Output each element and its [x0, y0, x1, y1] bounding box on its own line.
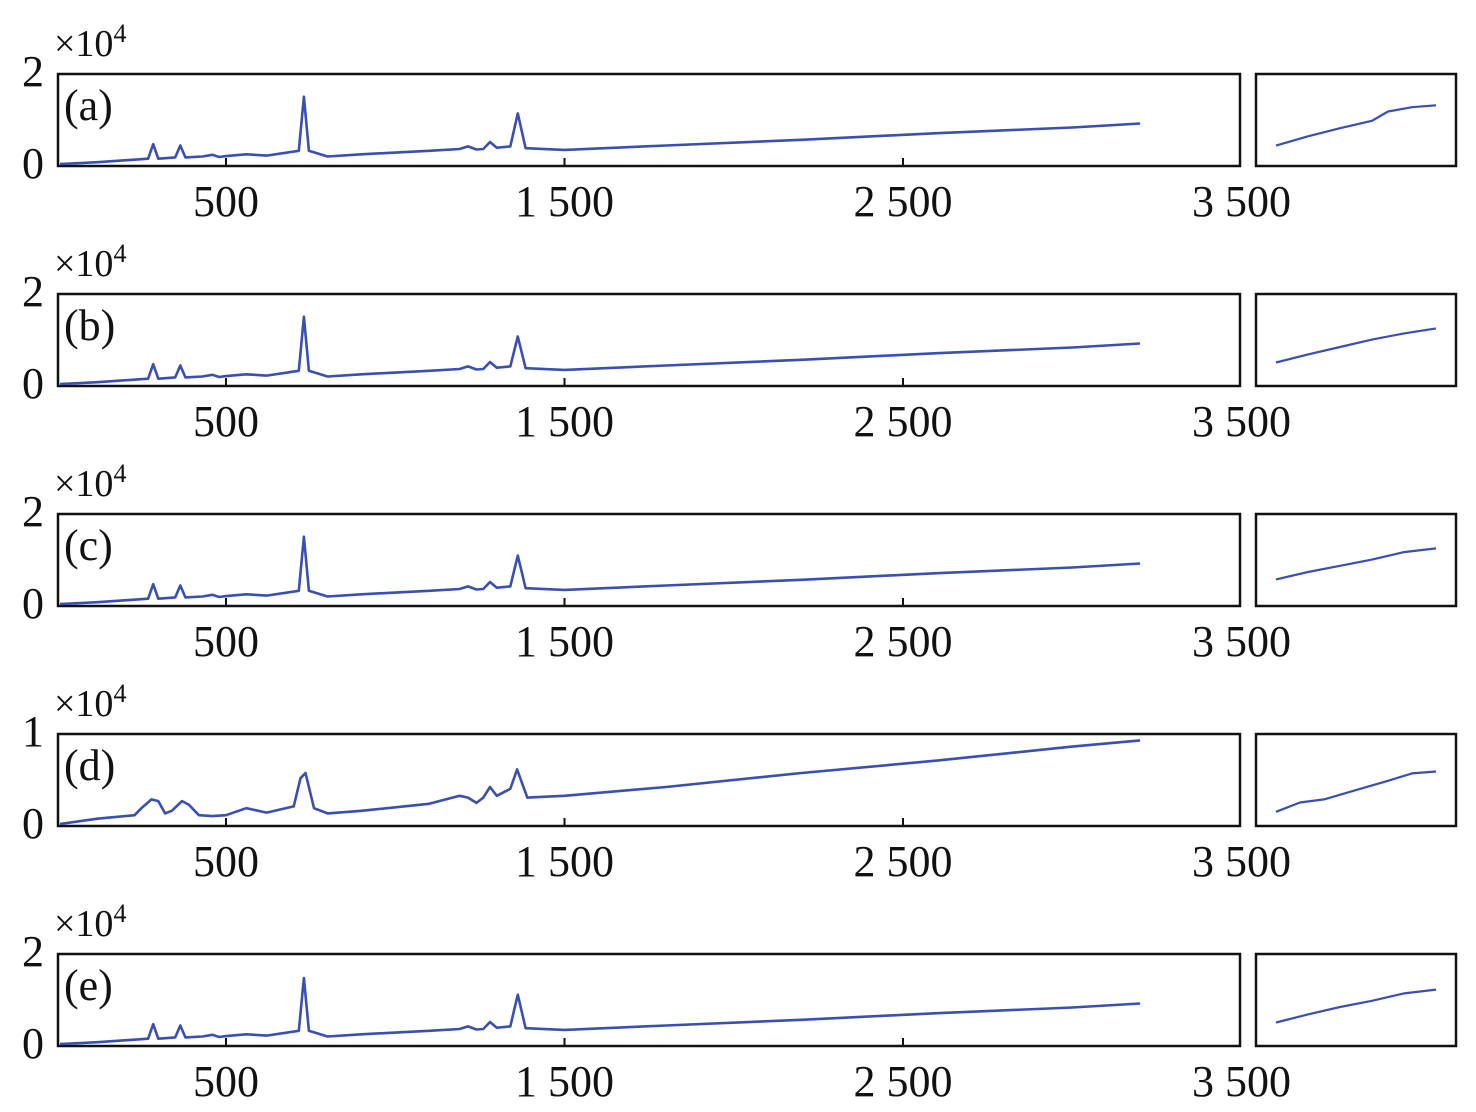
x-tick-label: 500 [193, 617, 259, 666]
panel-label: (e) [64, 961, 113, 1010]
plot-frame [56, 952, 1242, 1048]
x-tick-label: 1 500 [515, 617, 614, 666]
spectrum-line [59, 535, 1141, 606]
x-tick-label: 1 500 [515, 837, 614, 886]
y-multiplier-label: ×104 [54, 19, 126, 65]
y-tick-label-zero: 0 [22, 139, 44, 188]
inset-line [1275, 104, 1437, 147]
x-tick-label: 2 500 [854, 177, 953, 226]
inset-line [1275, 327, 1437, 364]
plot-frame [56, 72, 1242, 168]
y-tick-label-zero: 0 [22, 359, 44, 408]
x-tick-label: 2 500 [854, 1057, 953, 1106]
x-tick-label: 1 500 [515, 177, 614, 226]
y-multiplier-label: ×104 [54, 239, 126, 285]
x-tick-label: 3 500 [1192, 177, 1291, 226]
x-tick-label: 3 500 [1192, 1057, 1291, 1106]
y-tick-label-top: 2 [22, 927, 44, 976]
spectrum-line [59, 315, 1141, 386]
inset-frame [1254, 292, 1458, 388]
spectrum-line [59, 976, 1141, 1046]
x-tick-label: 3 500 [1192, 397, 1291, 446]
panel-label: (a) [64, 81, 113, 130]
y-multiplier-label: ×104 [54, 679, 126, 725]
plot-frame [56, 292, 1242, 388]
x-tick-label: 3 500 [1192, 837, 1291, 886]
inset-frame [1254, 732, 1458, 828]
inset-line [1275, 547, 1437, 581]
y-tick-label-zero: 0 [22, 1019, 44, 1068]
plot-frame [56, 512, 1242, 608]
spectrum-line [59, 95, 1141, 166]
y-multiplier-label: ×104 [54, 459, 126, 505]
y-multiplier-exponent: 4 [113, 679, 126, 708]
x-tick-label: 500 [193, 397, 259, 446]
panel-label: (d) [64, 741, 115, 790]
x-tick-label: 3 500 [1192, 617, 1291, 666]
y-multiplier-exponent: 4 [113, 899, 126, 928]
y-tick-label-zero: 0 [22, 799, 44, 848]
x-tick-label: 2 500 [854, 617, 953, 666]
y-multiplier-exponent: 4 [113, 239, 126, 268]
y-tick-label-top: 2 [22, 47, 44, 96]
inset-line [1275, 770, 1437, 813]
panel-label: (c) [64, 521, 113, 570]
plot-frame [56, 732, 1242, 828]
inset-frame [1254, 72, 1458, 168]
x-tick-label: 500 [193, 1057, 259, 1106]
y-tick-label-top: 2 [22, 267, 44, 316]
x-tick-label: 1 500 [515, 1057, 614, 1106]
inset-frame [1254, 512, 1458, 608]
spectrum-line [59, 739, 1141, 826]
y-tick-label-top: 1 [22, 707, 44, 756]
x-tick-label: 1 500 [515, 397, 614, 446]
y-multiplier-exponent: 4 [113, 19, 126, 48]
y-tick-label-zero: 0 [22, 579, 44, 628]
x-tick-label: 500 [193, 177, 259, 226]
inset-frame [1254, 952, 1458, 1048]
x-tick-label: 2 500 [854, 837, 953, 886]
x-tick-label: 500 [193, 837, 259, 886]
y-tick-label-top: 2 [22, 487, 44, 536]
panel-label: (b) [64, 301, 115, 350]
y-multiplier-label: ×104 [54, 899, 126, 945]
y-multiplier-exponent: 4 [113, 459, 126, 488]
x-tick-label: 2 500 [854, 397, 953, 446]
inset-line [1275, 988, 1437, 1024]
